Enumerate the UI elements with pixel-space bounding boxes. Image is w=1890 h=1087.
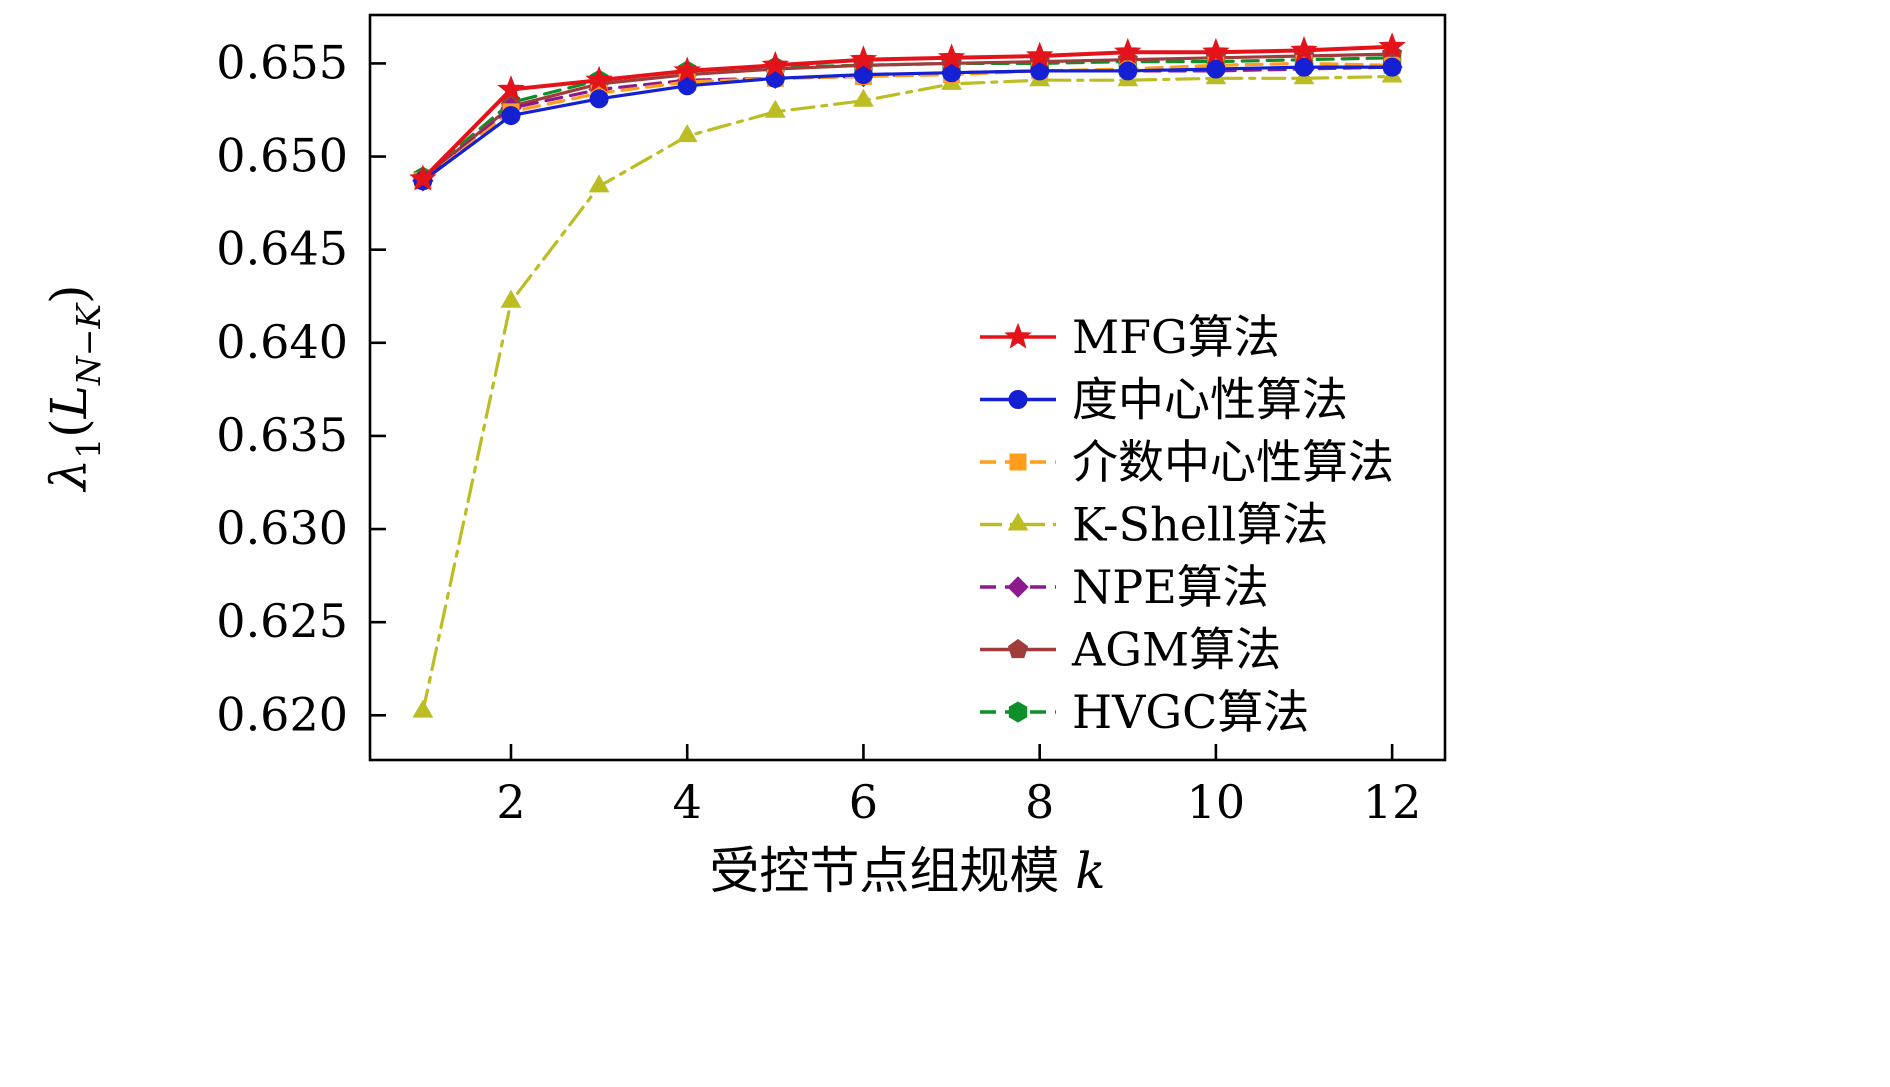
- x-axis: 2 4 6 8 10 12: [496, 744, 1421, 829]
- legend-label: NPE算法: [1072, 560, 1269, 614]
- legend-item-1: 度中心性算法: [980, 373, 1348, 427]
- series-2: [414, 54, 1401, 190]
- triangle-marker: [853, 88, 874, 107]
- circle-marker: [501, 106, 521, 126]
- x-tick-label: 12: [1363, 775, 1422, 829]
- legend-item-4: NPE算法: [980, 560, 1269, 614]
- x-tick-label: 8: [1025, 775, 1054, 829]
- star-marker: [497, 75, 525, 102]
- star-marker: [1114, 37, 1142, 64]
- y-tick-label: 0.635: [216, 408, 348, 462]
- series-line: [421, 52, 1394, 181]
- star-marker: [673, 56, 701, 83]
- y-tick-label: 0.655: [216, 35, 348, 89]
- star-marker: [1025, 41, 1054, 68]
- star-marker: [585, 65, 613, 92]
- legend-item-6: HVGC算法: [980, 685, 1309, 739]
- y-axis: 0.620 0.625 0.630 0.635 0.640 0.645 0.650 0.655: [216, 35, 386, 741]
- triangle-marker: [764, 99, 786, 118]
- legend-label: HVGC算法: [1072, 685, 1309, 739]
- y-tick-label: 0.625: [216, 594, 348, 648]
- circle-marker: [1382, 57, 1402, 77]
- series-line: [420, 44, 1395, 181]
- plot-border: [368, 13, 1447, 762]
- y-tick-label: 0.645: [216, 222, 348, 276]
- x-tick-label: 6: [849, 775, 878, 829]
- legend-label: K-Shell算法: [1072, 498, 1328, 552]
- star-marker: [849, 45, 878, 72]
- y-tick-label: 0.650: [216, 129, 348, 183]
- legend-label: 介数中心性算法: [1072, 435, 1394, 489]
- legend-item-0: MFG算法: [980, 310, 1280, 364]
- y-axis-label: λ1(LN−K): [40, 284, 108, 492]
- legend-item-2: 介数中心性算法: [980, 435, 1394, 489]
- y-tick-label: 0.640: [216, 315, 348, 369]
- star-marker: [937, 43, 966, 70]
- star-marker: [409, 164, 437, 191]
- circle-marker: [589, 89, 609, 109]
- x-tick-label: 2: [496, 775, 525, 829]
- hexagon-marker-legend: [1008, 701, 1028, 723]
- series-line: [421, 74, 1394, 714]
- circle-marker: [1118, 61, 1138, 81]
- star-marker: [761, 50, 790, 77]
- x-tick-label: 4: [673, 775, 702, 829]
- y-tick-label: 0.630: [216, 501, 348, 555]
- legend-label: AGM算法: [1071, 623, 1281, 677]
- legend-label: 度中心性算法: [1072, 373, 1348, 427]
- legend-label: MFG算法: [1072, 310, 1280, 364]
- triangle-marker: [412, 699, 434, 718]
- legend-item-3: K-Shell算法: [980, 498, 1328, 552]
- series-line: [421, 65, 1394, 183]
- star-marker-legend: [1004, 322, 1032, 349]
- triangle-marker: [500, 289, 522, 308]
- diamond-marker-legend: [1007, 576, 1029, 598]
- triangle-marker-legend: [1007, 512, 1029, 531]
- circle-marker: [1294, 57, 1314, 77]
- star-marker: [1378, 32, 1406, 59]
- pentagon-marker-legend: [1007, 638, 1029, 659]
- y-tick-label: 0.620: [216, 687, 348, 741]
- star-marker: [1202, 37, 1230, 64]
- star-marker: [1290, 35, 1318, 63]
- circle-marker-legend: [1008, 390, 1028, 409]
- legend-item-5: AGM算法: [980, 623, 1281, 677]
- circle-marker: [1206, 59, 1226, 79]
- x-tick-label: 10: [1187, 775, 1246, 829]
- triangle-marker: [676, 124, 698, 143]
- square-marker-legend: [1009, 453, 1027, 471]
- series-0: [409, 32, 1406, 191]
- x-axis-label: 受控节点组规模 k: [709, 842, 1105, 900]
- series-line: [421, 61, 1394, 183]
- triangle-marker: [588, 174, 610, 193]
